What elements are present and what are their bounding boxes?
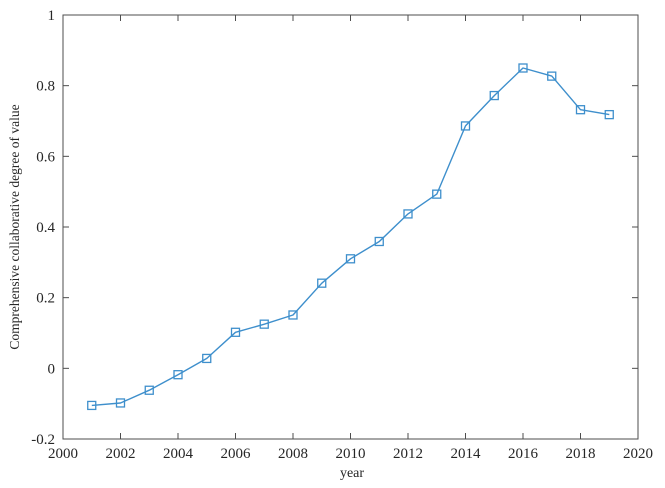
data-point-marker <box>259 319 269 329</box>
data-point-marker <box>87 400 97 411</box>
data-point-marker <box>403 209 413 219</box>
x-tick-label: 2012 <box>393 446 423 462</box>
y-tick-label: 0.8 <box>36 79 55 95</box>
x-tick-label: 2016 <box>508 446 539 462</box>
y-tick-label: 0.4 <box>36 220 55 236</box>
y-tick-label: 0 <box>48 361 56 377</box>
data-point-marker <box>173 370 183 380</box>
y-tick-label: 1 <box>48 8 56 24</box>
y-tick-label: -0.2 <box>31 432 55 448</box>
data-point-marker <box>345 254 356 264</box>
data-point-marker <box>518 63 528 73</box>
x-tick-label: 2002 <box>106 446 136 462</box>
data-point-marker <box>432 189 442 199</box>
plot-box <box>62 14 639 440</box>
x-tick-label: 2020 <box>623 446 653 462</box>
data-series <box>87 63 614 411</box>
y-axis-title: Comprehensive collaborative degree of va… <box>7 104 22 349</box>
x-tick-label: 2004 <box>163 446 194 462</box>
axes: 2000 2002 2004 2006 2008 2010 2012 2014 2016 2018… <box>31 8 653 462</box>
series-line <box>91 67 610 407</box>
y-tick-label: 0.6 <box>36 149 55 165</box>
data-point-marker <box>489 90 499 101</box>
x-tick-label: 2014 <box>451 446 482 462</box>
data-point-marker <box>317 278 327 288</box>
data-point-marker <box>460 121 471 131</box>
x-tick-label: 2018 <box>566 446 596 462</box>
x-tick-label: 2010 <box>336 446 366 462</box>
data-point-marker <box>288 310 298 320</box>
data-point-marker <box>575 105 586 115</box>
data-point-marker <box>115 398 126 408</box>
x-tick-label: 2006 <box>221 446 252 462</box>
y-tick-label: 0.2 <box>36 291 55 307</box>
data-point-marker <box>230 327 241 337</box>
data-point-marker <box>604 109 614 120</box>
x-tick-label: 2008 <box>278 446 308 462</box>
x-axis-title: year <box>340 466 364 481</box>
data-point-marker <box>144 385 154 395</box>
data-point-marker <box>202 353 212 364</box>
data-point-marker <box>547 71 557 81</box>
data-point-marker <box>374 236 384 247</box>
x-tick-label: 2000 <box>48 446 78 462</box>
